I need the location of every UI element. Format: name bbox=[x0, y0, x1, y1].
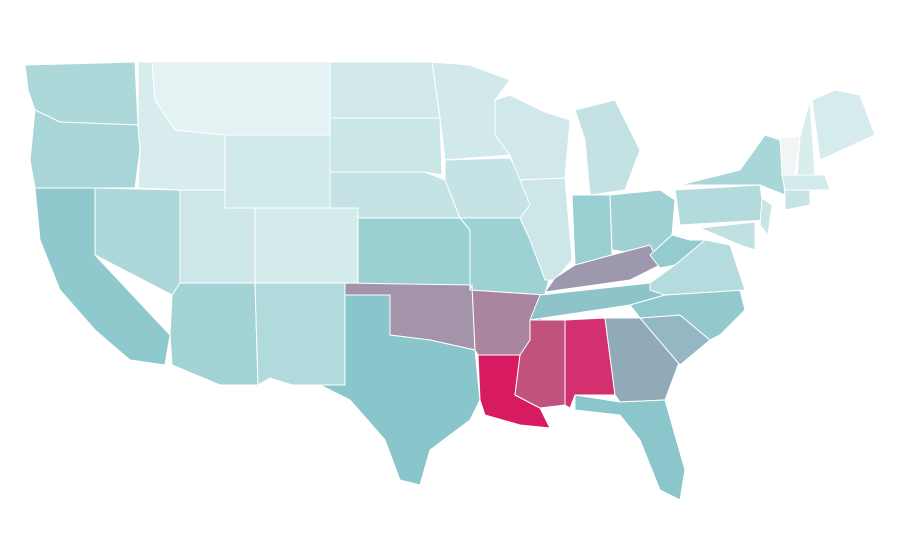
state bbox=[519, 177, 573, 281]
state bbox=[224, 134, 331, 209]
state bbox=[329, 61, 441, 119]
state bbox=[329, 117, 443, 176]
state bbox=[759, 197, 773, 236]
state bbox=[571, 194, 613, 266]
state bbox=[811, 89, 876, 161]
state bbox=[254, 207, 359, 284]
state bbox=[574, 99, 641, 196]
state bbox=[699, 221, 756, 251]
state bbox=[291, 294, 481, 486]
state bbox=[674, 184, 766, 226]
state bbox=[796, 99, 816, 176]
state bbox=[574, 394, 686, 501]
state bbox=[29, 109, 141, 189]
state bbox=[679, 134, 786, 196]
state bbox=[254, 282, 346, 386]
state bbox=[169, 282, 259, 386]
state bbox=[649, 234, 706, 269]
state bbox=[784, 189, 811, 211]
state bbox=[781, 174, 831, 191]
state bbox=[357, 217, 473, 286]
state bbox=[151, 61, 331, 136]
state bbox=[544, 244, 661, 293]
